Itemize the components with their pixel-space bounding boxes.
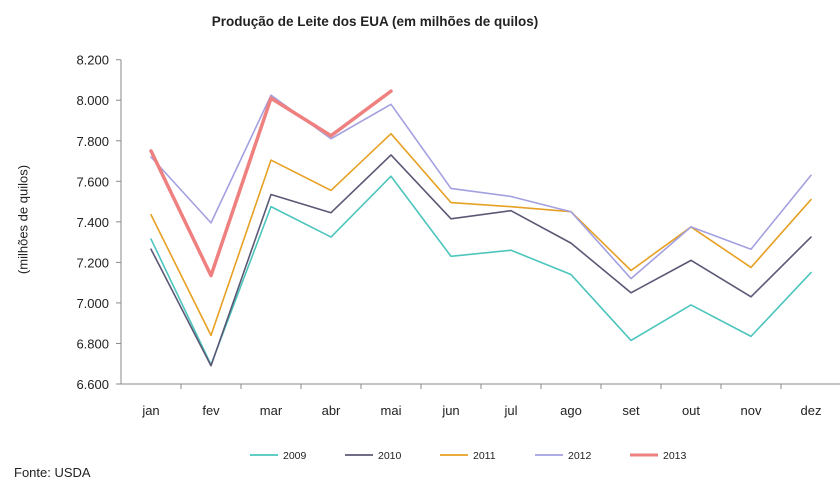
x-tick-label: ago — [560, 403, 582, 418]
legend-label-2011: 2011 — [473, 450, 496, 462]
legend-label-2012: 2012 — [568, 450, 592, 462]
y-tick-label: 8.000 — [76, 93, 109, 108]
series-line-2012 — [150, 94, 812, 280]
series-line-2011 — [150, 132, 812, 337]
y-tick-label: 7.000 — [76, 296, 109, 311]
source-note: Fonte: USDA — [14, 465, 91, 480]
y-tick-label: 7.800 — [76, 134, 109, 149]
legend-label-2010: 2010 — [378, 450, 402, 462]
y-tick-label: 6.800 — [76, 336, 109, 351]
x-tick-label: jul — [503, 403, 517, 418]
x-tick-label: mar — [260, 403, 283, 418]
x-tick-label: jan — [141, 403, 159, 418]
legend-label-2013: 2013 — [663, 450, 687, 462]
x-tick-label: dez — [801, 403, 822, 418]
series-line-2009 — [150, 175, 812, 366]
legend-label-2009: 2009 — [283, 450, 307, 462]
x-tick-label: abr — [322, 403, 341, 418]
chart-title: Produção de Leite dos EUA (em milhões de… — [211, 14, 539, 29]
series-line-2010 — [150, 154, 812, 367]
y-tick-label: 7.600 — [76, 174, 109, 189]
y-tick-label: 6.600 — [76, 377, 109, 392]
x-tick-label: jun — [441, 403, 459, 418]
y-tick-label: 7.400 — [76, 215, 109, 230]
series-line-2013 — [149, 89, 393, 278]
x-tick-label: set — [622, 403, 640, 418]
x-tick-label: out — [682, 403, 700, 418]
x-tick-label: fev — [202, 403, 220, 418]
y-tick-label: 7.200 — [76, 255, 109, 270]
x-tick-label: mai — [381, 403, 402, 418]
y-tick-label: 8.200 — [76, 53, 109, 68]
x-tick-label: nov — [741, 403, 762, 418]
